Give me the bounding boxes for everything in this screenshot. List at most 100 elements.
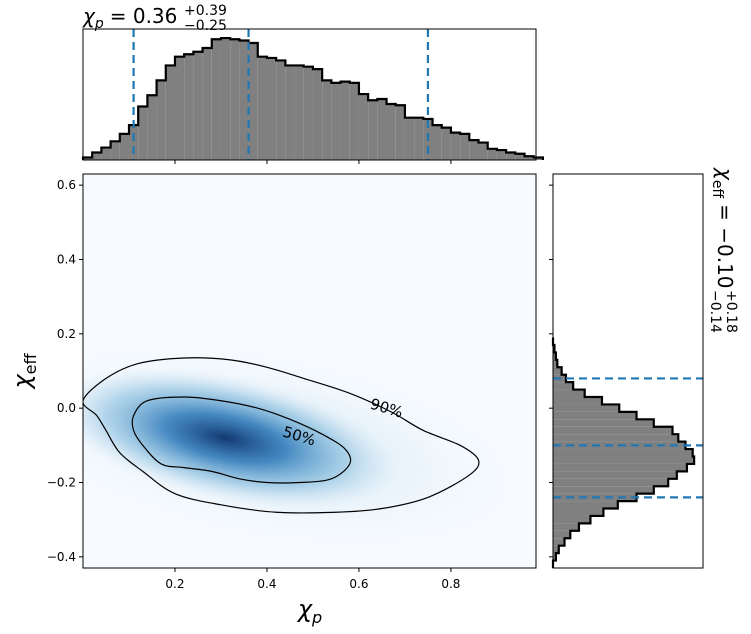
right-histogram-bar bbox=[553, 545, 559, 554]
top-title-lower-error: −0.25 bbox=[184, 18, 227, 34]
right-histogram-bar bbox=[553, 478, 669, 487]
top-histogram-bar bbox=[239, 40, 249, 160]
top-histogram-bar bbox=[220, 38, 231, 160]
contour-labels: 50%90% bbox=[281, 395, 406, 450]
right-histogram bbox=[551, 337, 696, 568]
top-title: χp = 0.36 bbox=[82, 4, 177, 32]
top-histogram-bar bbox=[110, 141, 120, 160]
y-tick-label: −0.2 bbox=[47, 476, 76, 490]
contour-lines bbox=[83, 357, 480, 514]
right-histogram-bar bbox=[553, 389, 585, 398]
top-histogram-bar bbox=[266, 57, 277, 160]
right-quantile-lines bbox=[553, 377, 703, 499]
top-histogram-bar bbox=[368, 100, 378, 160]
top-histogram-bar bbox=[460, 133, 470, 160]
right-histogram-bar bbox=[553, 463, 687, 472]
right-histogram-bar bbox=[553, 382, 574, 390]
top-histogram-bar bbox=[165, 65, 175, 160]
top-histogram-bar bbox=[404, 117, 415, 160]
top-histogram-bar bbox=[128, 125, 139, 160]
top-histogram-bar bbox=[524, 156, 534, 160]
right-histogram-bar bbox=[553, 486, 654, 494]
right-histogram-bar bbox=[553, 515, 591, 524]
right-title: χeff= −0.10 +0.18 −0.14 bbox=[707, 167, 739, 333]
top-histogram-bar bbox=[349, 82, 359, 160]
svg-text:χeff= −0.10: χeff= −0.10 bbox=[709, 167, 737, 289]
top-histogram-bar bbox=[119, 133, 129, 160]
top-histogram-bar bbox=[147, 95, 157, 160]
right-axes-frame bbox=[552, 173, 704, 569]
right-histogram-bar bbox=[553, 367, 562, 375]
main-x-ticks: 0.2 0.4 0.6 0.8 bbox=[165, 568, 460, 591]
y-tick-label: 0.0 bbox=[57, 401, 76, 415]
y-tick-label: 0.4 bbox=[57, 252, 76, 266]
top-histogram-bar bbox=[432, 125, 442, 160]
top-histogram bbox=[81, 36, 544, 161]
y-axis-label: χeff bbox=[8, 352, 40, 390]
right-histogram-bar bbox=[553, 456, 695, 464]
top-histogram-bar bbox=[184, 54, 194, 160]
right-y-ticks bbox=[549, 184, 553, 558]
y-tick-label: 0.6 bbox=[57, 178, 76, 192]
y-tick-label: 0.2 bbox=[57, 327, 76, 341]
contour-90-line bbox=[83, 357, 480, 514]
top-histogram-bar bbox=[276, 60, 286, 160]
top-histogram-bar bbox=[248, 43, 258, 160]
x-tick-label: 0.6 bbox=[349, 577, 368, 591]
right-histogram-bar bbox=[553, 404, 620, 412]
top-histogram-bar bbox=[101, 147, 111, 160]
right-marginal-panel: χeff= −0.10 +0.18 −0.14 bbox=[549, 167, 739, 569]
top-histogram-bar bbox=[156, 80, 166, 160]
top-histogram-bar bbox=[331, 82, 341, 160]
right-histogram-bar bbox=[553, 508, 604, 516]
top-histogram-bar bbox=[496, 150, 507, 160]
right-histogram-bar bbox=[553, 538, 565, 546]
right-histogram-bar bbox=[553, 359, 558, 368]
top-histogram-bar bbox=[257, 56, 267, 161]
top-histogram-bar bbox=[83, 157, 93, 160]
right-histogram-bar bbox=[553, 553, 556, 561]
right-title-upper-error: +0.18 bbox=[723, 290, 739, 333]
right-histogram-bar bbox=[553, 426, 673, 435]
top-histogram-bar bbox=[230, 39, 240, 160]
right-histogram-bar bbox=[553, 523, 579, 531]
top-histogram-bar bbox=[138, 106, 148, 160]
top-histogram-bar bbox=[487, 148, 497, 160]
right-title-lower-error: −0.14 bbox=[707, 290, 723, 333]
top-title-upper-error: +0.39 bbox=[184, 3, 227, 19]
top-histogram-bar bbox=[92, 152, 102, 160]
right-histogram-bar bbox=[553, 397, 602, 405]
top-histogram-bar bbox=[450, 132, 461, 160]
top-x-ticks bbox=[174, 160, 452, 164]
x-tick-label: 0.8 bbox=[441, 577, 460, 591]
top-histogram-bar bbox=[202, 47, 212, 161]
top-histogram-bar bbox=[395, 105, 405, 160]
right-histogram-bar bbox=[553, 449, 693, 457]
main-y-ticks: −0.4 −0.2 0.0 0.2 0.4 0.6 bbox=[47, 178, 83, 564]
right-histogram-bar bbox=[553, 419, 654, 427]
top-histogram-bar bbox=[515, 153, 525, 160]
x-axis-label: χp bbox=[296, 595, 322, 627]
top-histogram-bar bbox=[478, 142, 488, 160]
top-histogram-bar bbox=[340, 81, 350, 160]
x-tick-label: 0.4 bbox=[257, 577, 276, 591]
right-histogram-bar bbox=[553, 411, 637, 420]
main-panel: 50%90% 0.2 0.4 0.6 0.8 −0.4 −0.2 0.0 0.2 0.4 0.6… bbox=[8, 173, 537, 627]
top-histogram-bar bbox=[441, 127, 451, 160]
right-histogram-bar bbox=[553, 471, 677, 479]
top-quantile-lines bbox=[132, 29, 430, 160]
top-histogram-bar bbox=[377, 99, 387, 160]
top-histogram-bar bbox=[322, 80, 332, 160]
top-histogram-bar bbox=[312, 69, 323, 160]
top-histogram-bar bbox=[211, 39, 221, 160]
top-histogram-bar bbox=[358, 94, 369, 160]
top-histogram-bar bbox=[469, 140, 479, 160]
top-histogram-bar bbox=[414, 117, 424, 160]
contour-50-line bbox=[131, 396, 352, 484]
top-histogram-bar bbox=[386, 103, 396, 160]
y-tick-label: −0.4 bbox=[47, 550, 76, 564]
density-core bbox=[83, 367, 398, 509]
right-histogram-bar bbox=[553, 434, 679, 442]
right-histogram-outline bbox=[551, 337, 696, 568]
